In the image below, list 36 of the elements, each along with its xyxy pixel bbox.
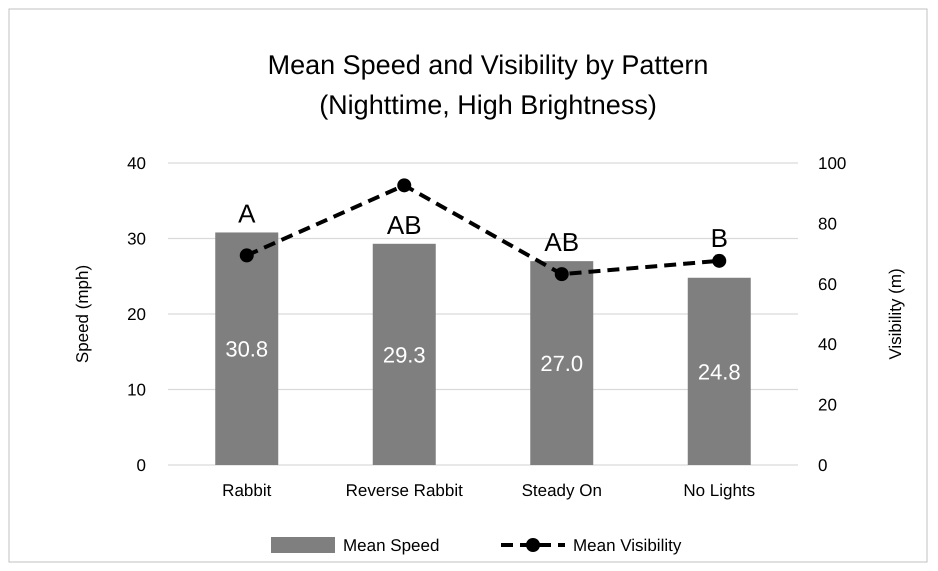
y2-tick-label: 0	[818, 456, 828, 475]
data-label: 30.8	[225, 336, 268, 362]
y2-tick-label: 80	[818, 214, 837, 234]
y-axis-title: Speed (mph)	[73, 264, 92, 364]
chart-title: Mean Speed and Visibility by Pattern (Nighttime, High Brightness)	[268, 50, 708, 120]
point	[712, 254, 726, 268]
annotation: A	[238, 198, 256, 228]
bar	[530, 261, 594, 465]
bar	[215, 232, 278, 465]
point	[397, 178, 412, 192]
annotation: AB	[544, 227, 580, 258]
y2-axis-title: Visibility (m)	[886, 268, 905, 360]
legend-label: Mean Visibility	[573, 536, 682, 555]
y-tick-label: 10	[127, 380, 146, 400]
bar	[688, 278, 751, 465]
point	[240, 248, 254, 262]
data-label: 27.0	[540, 351, 584, 376]
legend-label: Mean Speed	[343, 536, 440, 555]
x-tick-label: Steady On	[522, 481, 602, 500]
x-tick-label: No Lights	[683, 481, 756, 500]
y2-tick-label: 40	[818, 335, 837, 354]
y-tick-label: 0	[136, 456, 146, 475]
y2-tick-label: 60	[818, 274, 837, 294]
data-label: 29.3	[382, 342, 426, 368]
x-tick-label: Rabbit	[222, 481, 272, 500]
y2-tick-label: 100	[818, 154, 846, 173]
annotation: B	[710, 222, 728, 253]
y-tick-label: 30	[127, 230, 146, 248]
point	[554, 267, 569, 282]
y-tick-label: 20	[127, 305, 146, 324]
bar	[372, 244, 436, 465]
x-tick-label: Reverse Rabbit	[346, 481, 464, 500]
y2-tick-label: 20	[818, 396, 837, 415]
y-tick-label: 40	[127, 154, 146, 173]
annotation: AB	[386, 210, 422, 240]
data-label: 24.8	[698, 359, 741, 384]
